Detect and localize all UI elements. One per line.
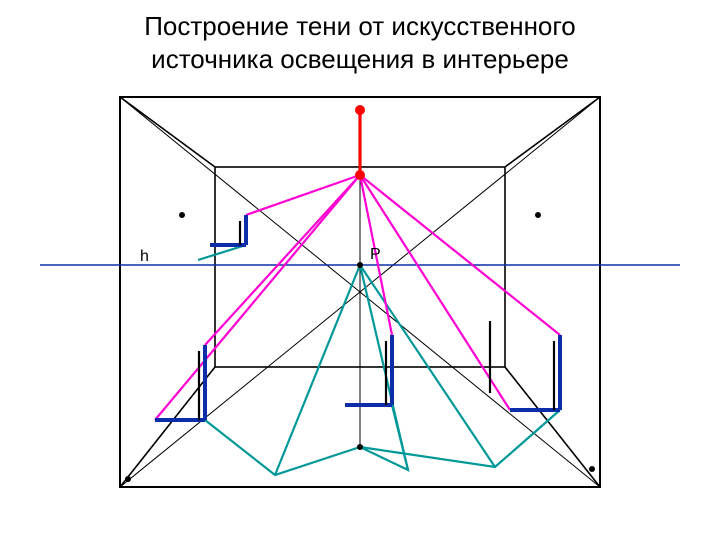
title-line-1: Построение тени от искусственного xyxy=(0,10,720,43)
svg-text:P: P xyxy=(370,246,381,263)
title-line-2: источника освещения в интерьере xyxy=(0,43,720,76)
diagram-canvas: hP xyxy=(40,75,680,515)
page-title: Построение тени от искусственного источн… xyxy=(0,0,720,75)
svg-text:h: h xyxy=(140,248,149,265)
